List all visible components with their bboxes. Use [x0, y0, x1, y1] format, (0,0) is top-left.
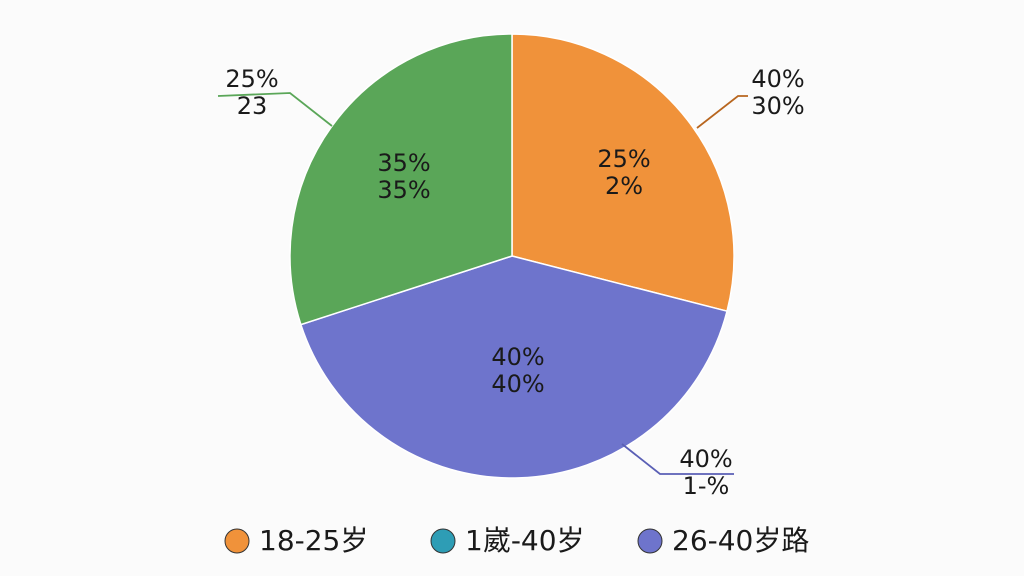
leader-line: [217, 92, 333, 127]
legend-marker: [430, 528, 456, 554]
pie-slice: [299, 255, 728, 479]
legend-label: 1崴-40岁: [465, 524, 585, 557]
data-label: 23: [237, 92, 268, 120]
data-label: 40%: [679, 445, 732, 473]
leader-line: [696, 95, 748, 129]
legend-label: 18-25岁: [259, 524, 368, 557]
legend-label: 26-40岁路: [672, 524, 809, 557]
data-label: 1-%: [683, 472, 730, 500]
data-label: 30%: [751, 92, 804, 120]
pie-slice: [511, 33, 735, 313]
leader-line: [621, 443, 734, 475]
data-label: 40%: [751, 65, 804, 93]
legend-marker: [637, 528, 663, 554]
data-label: 35%: [377, 176, 430, 204]
data-label: 25%: [597, 145, 650, 173]
data-label: 2%: [605, 172, 643, 200]
data-label: 25%: [225, 65, 278, 93]
data-label: 40%: [491, 370, 544, 398]
pie-slice: [289, 33, 513, 326]
legend-marker: [224, 528, 250, 554]
data-label: 40%: [491, 343, 544, 371]
data-label: 35%: [377, 149, 430, 177]
